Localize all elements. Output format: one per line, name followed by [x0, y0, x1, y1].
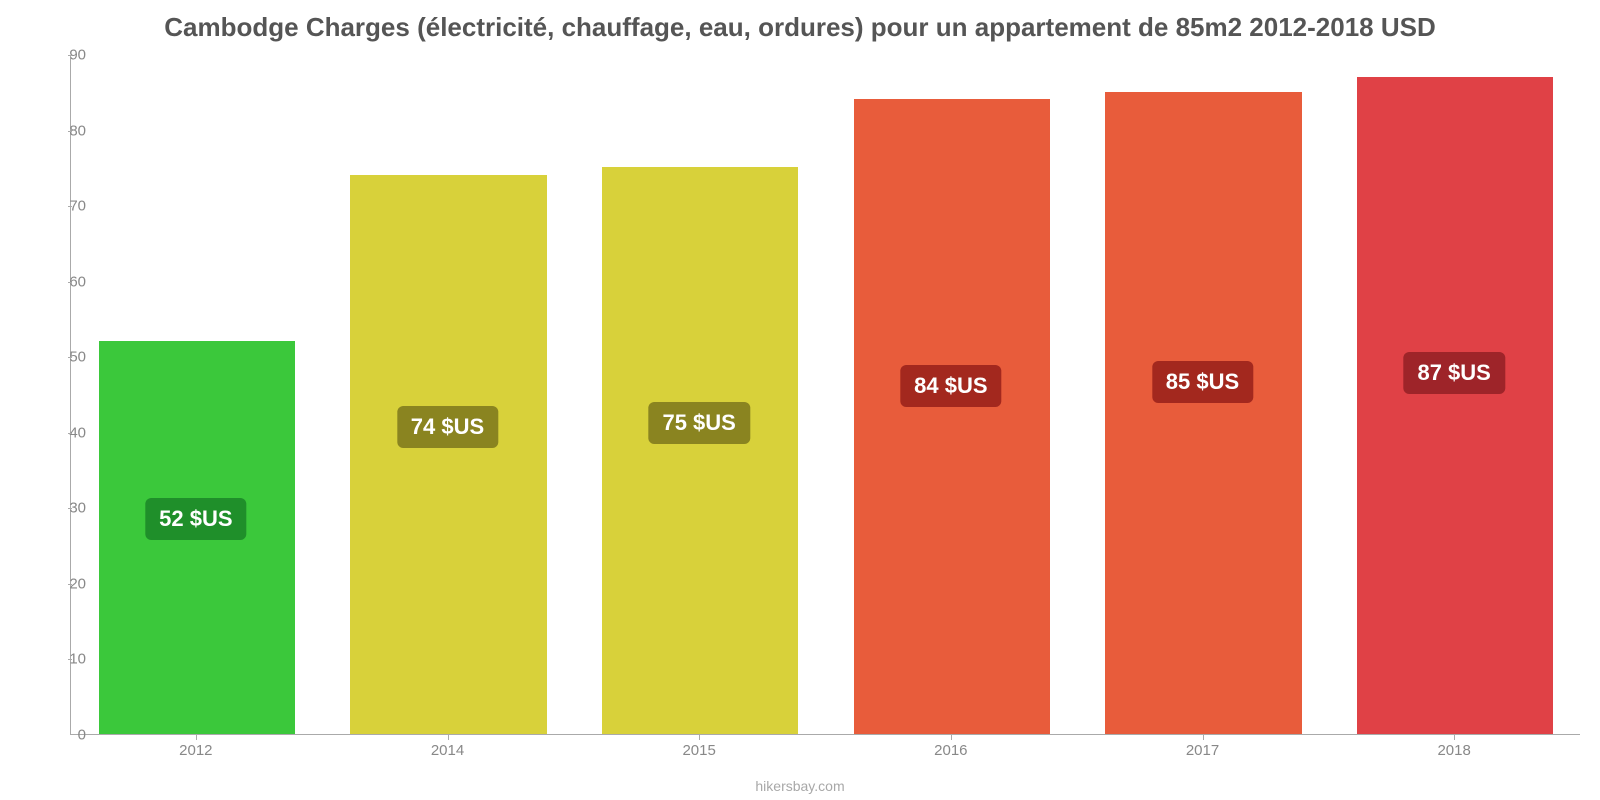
bar-value-label: 52 $US: [145, 498, 246, 540]
bar-value-label: 85 $US: [1152, 361, 1253, 403]
x-tick-label: 2012: [179, 742, 212, 759]
x-tick-label: 2015: [682, 742, 715, 759]
y-tick-label: 60: [36, 273, 86, 290]
y-tick-mark: [68, 584, 72, 585]
bar-value-label: 87 $US: [1403, 352, 1504, 394]
bar-value-label: 74 $US: [397, 406, 498, 448]
bar-value-label: 84 $US: [900, 365, 1001, 407]
y-tick-label: 80: [36, 122, 86, 139]
y-tick-mark: [68, 55, 72, 56]
y-tick-mark: [68, 433, 72, 434]
x-tick-mark: [699, 735, 700, 740]
y-tick-label: 50: [36, 349, 86, 366]
y-tick-label: 70: [36, 198, 86, 215]
y-tick-mark: [68, 508, 72, 509]
bar-chart: Cambodge Charges (électricité, chauffage…: [0, 0, 1600, 800]
y-tick-label: 40: [36, 424, 86, 441]
y-tick-label: 10: [36, 651, 86, 668]
x-tick-mark: [196, 735, 197, 740]
bar: [350, 175, 546, 734]
chart-source: hikersbay.com: [0, 778, 1600, 794]
y-tick-mark: [68, 206, 72, 207]
y-tick-label: 30: [36, 500, 86, 517]
y-tick-label: 90: [36, 47, 86, 64]
y-tick-label: 20: [36, 575, 86, 592]
y-tick-mark: [68, 659, 72, 660]
chart-title: Cambodge Charges (électricité, chauffage…: [0, 12, 1600, 43]
bar-value-label: 75 $US: [648, 402, 749, 444]
bar: [854, 99, 1050, 734]
bar: [602, 167, 798, 734]
x-tick-label: 2016: [934, 742, 967, 759]
bar: [1105, 92, 1301, 734]
x-tick-label: 2017: [1186, 742, 1219, 759]
y-tick-mark: [68, 282, 72, 283]
x-tick-label: 2018: [1437, 742, 1470, 759]
x-tick-mark: [1203, 735, 1204, 740]
x-tick-label: 2014: [431, 742, 464, 759]
y-tick-label: 0: [36, 727, 86, 744]
plot-area: [70, 55, 1580, 735]
bar: [1357, 77, 1553, 734]
x-tick-mark: [448, 735, 449, 740]
y-tick-mark: [68, 357, 72, 358]
x-tick-mark: [951, 735, 952, 740]
x-tick-mark: [1454, 735, 1455, 740]
y-tick-mark: [68, 131, 72, 132]
